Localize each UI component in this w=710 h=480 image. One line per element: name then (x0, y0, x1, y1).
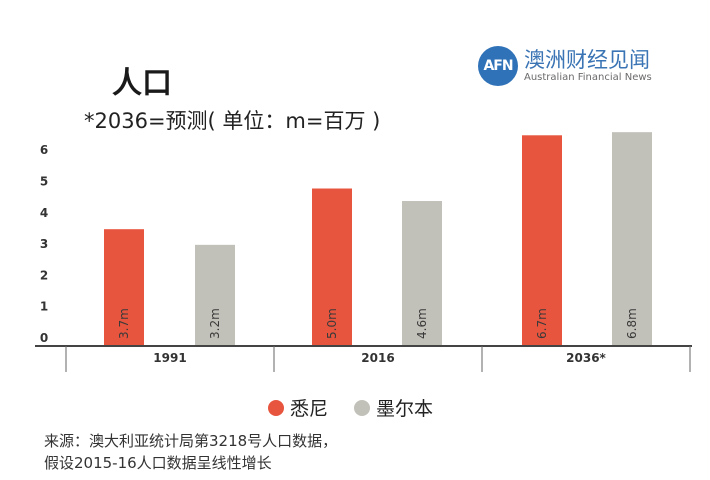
bar-melbourne (612, 132, 652, 345)
legend-swatch-sydney (268, 399, 284, 416)
chart-title: 人口 (112, 66, 172, 101)
bar-value-label: 6.8m (625, 308, 639, 339)
x-tick-label: 2036* (566, 351, 606, 365)
legend-label-melbourne: 墨尔本 (376, 398, 434, 420)
y-tick-label: 4 (40, 206, 48, 220)
y-tick-label: 2 (40, 268, 48, 282)
y-tick-label: 0 (40, 331, 48, 345)
bar-sydney (312, 188, 352, 345)
y-tick-label: 6 (40, 143, 48, 157)
logo-name-cn: 澳洲财经见闻 (524, 48, 650, 72)
y-tick-label: 1 (40, 300, 48, 314)
bar-value-label: 3.2m (208, 308, 222, 339)
source-line-2: 假设2015-16人口数据呈线性增长 (44, 454, 272, 472)
source-note: 来源：澳大利亚统计局第3218号人口数据， 假设2015-16人口数据呈线性增长 (44, 430, 337, 474)
x-tick-label: 2016 (361, 351, 394, 365)
afn-logo-mark: AFN (478, 46, 518, 86)
afn-logo: AFN 澳洲财经见闻 Australian Financial News (478, 46, 652, 86)
legend-swatch-melbourne (354, 399, 371, 416)
y-tick-label: 5 (40, 175, 48, 189)
bar-value-label: 6.7m (535, 308, 549, 339)
bar-value-label: 4.6m (415, 308, 429, 339)
x-tick-label: 1991 (153, 351, 186, 365)
bar-value-label: 5.0m (325, 308, 339, 339)
bar-sydney (522, 135, 562, 345)
bar-value-label: 3.7m (117, 308, 131, 339)
source-line-1: 来源：澳大利亚统计局第3218号人口数据， (44, 432, 338, 450)
legend-item-melbourne: 墨尔本 (354, 394, 433, 421)
logo-name-en: Australian Financial News (524, 72, 652, 83)
bar-melbourne (402, 201, 442, 345)
legend-item-sydney: 悉尼 (268, 394, 328, 421)
legend: 悉尼 墨尔本 (268, 394, 459, 421)
y-tick-label: 3 (40, 237, 48, 251)
legend-label-sydney: 悉尼 (290, 398, 329, 420)
bar-sydney (104, 229, 144, 345)
chart-subtitle: *2036=预测( 单位：m=百万 ) (84, 109, 381, 133)
bar-melbourne (195, 244, 235, 345)
